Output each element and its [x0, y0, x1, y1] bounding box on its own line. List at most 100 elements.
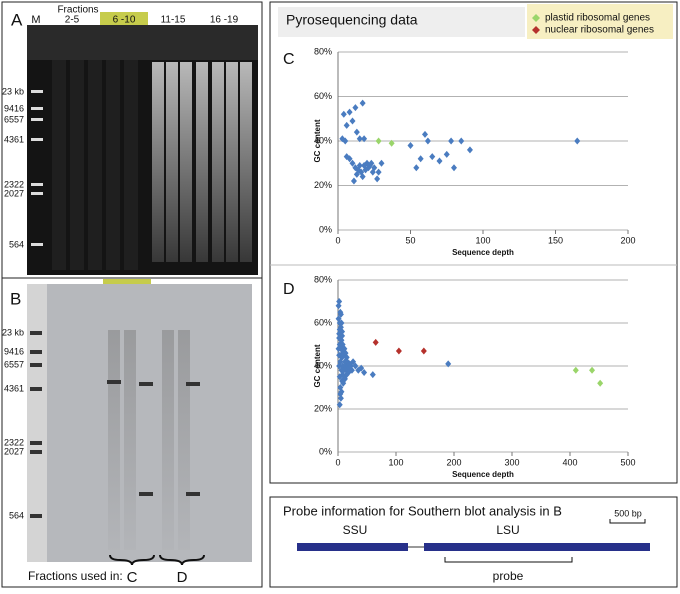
data-point	[417, 155, 424, 163]
data-point	[339, 332, 346, 340]
x-tick-label: 300	[504, 457, 519, 467]
data-point	[350, 358, 357, 366]
data-point	[359, 173, 366, 181]
marker-label: 9416	[4, 346, 24, 356]
lane-streak	[240, 62, 252, 262]
lsu-bar	[424, 543, 650, 551]
marker-label: 564	[9, 510, 24, 520]
data-point	[350, 177, 357, 185]
ssu-bar	[297, 543, 408, 551]
ladder-band	[31, 118, 43, 121]
data-point	[356, 135, 363, 143]
marker-label: 6557	[4, 114, 24, 124]
section-title: Pyrosequencing data	[286, 12, 418, 28]
data-point	[375, 137, 382, 145]
marker-label: 4361	[4, 134, 24, 144]
data-point	[338, 319, 345, 327]
highlight	[103, 279, 151, 284]
data-point	[374, 175, 381, 183]
y-tick-label: 20%	[314, 180, 332, 190]
data-point	[424, 137, 431, 145]
x-tick-label: 200	[620, 235, 635, 245]
data-point	[346, 108, 353, 116]
data-point	[448, 137, 455, 145]
data-point	[352, 362, 359, 370]
gel-band	[139, 382, 153, 386]
panel-letter: B	[10, 289, 21, 308]
panel-letter: D	[283, 281, 295, 298]
panel-letter: A	[11, 10, 23, 29]
ladder-band	[31, 90, 43, 93]
y-tick-label: 80%	[314, 46, 332, 56]
y-tick-label: 0%	[319, 224, 332, 234]
group-label: C	[127, 569, 138, 586]
x-tick-label: 50	[405, 235, 415, 245]
lane-streak	[88, 60, 102, 270]
data-point	[336, 362, 343, 370]
x-axis-title: Sequence depth	[452, 248, 514, 257]
x-tick-label: 400	[562, 457, 577, 467]
lane-streak	[124, 330, 136, 550]
data-point	[346, 155, 353, 163]
marker-label: 2027	[4, 188, 24, 198]
data-point	[337, 310, 344, 318]
legend	[527, 4, 673, 39]
lane-streak	[152, 62, 164, 262]
x-tick-label: 500	[620, 457, 635, 467]
data-point	[395, 347, 402, 355]
x-tick-label: 100	[388, 457, 403, 467]
marker-label: 23 kb	[2, 327, 24, 337]
lane-streak	[180, 62, 192, 262]
probe-title: Probe information for Southern blot anal…	[283, 503, 562, 518]
data-point	[407, 141, 414, 149]
data-point	[352, 104, 359, 112]
lane-streak	[162, 330, 174, 550]
bracket	[109, 554, 205, 566]
data-point	[349, 117, 356, 125]
lane-streak	[108, 330, 120, 550]
data-point	[359, 99, 366, 107]
header-bg	[278, 7, 525, 37]
data-point	[337, 390, 344, 398]
lane-streak	[106, 60, 120, 270]
x-tick-label: 200	[446, 457, 461, 467]
data-point	[574, 137, 581, 145]
y-axis-title: GC content	[313, 344, 322, 387]
lane-streak	[178, 330, 190, 550]
data-point	[356, 161, 363, 169]
y-tick-label: 0%	[319, 446, 332, 456]
y-tick-label: 60%	[314, 91, 332, 101]
data-point	[348, 366, 355, 374]
data-point	[429, 153, 436, 161]
data-point	[458, 137, 465, 145]
legend-marker	[532, 26, 540, 34]
data-point	[372, 338, 379, 346]
data-point	[336, 298, 343, 305]
scale-label: 500 bp	[614, 508, 642, 518]
y-tick-label: 40%	[314, 135, 332, 145]
gene-label: LSU	[496, 523, 519, 537]
ladder-band	[30, 514, 42, 518]
lane-label: M	[31, 14, 40, 26]
data-point	[420, 347, 427, 355]
data-point	[343, 353, 350, 361]
marker-label: 6557	[4, 359, 24, 369]
data-point	[413, 164, 420, 172]
data-point	[371, 164, 378, 172]
fractions-used: Fractions used in:	[28, 569, 123, 583]
ladder-band	[30, 450, 42, 454]
data-point	[337, 394, 344, 402]
lane-label: 16 -19	[210, 15, 239, 26]
data-point	[369, 371, 376, 379]
y-tick-label: 40%	[314, 360, 332, 370]
data-point	[353, 128, 360, 136]
data-point	[336, 401, 343, 409]
gel-wells	[27, 25, 258, 60]
gel-band	[139, 492, 153, 496]
data-point	[443, 150, 450, 158]
marker-label: 2322	[4, 179, 24, 189]
data-point	[340, 110, 347, 118]
data-point	[342, 137, 349, 145]
lane-streak	[124, 60, 138, 270]
